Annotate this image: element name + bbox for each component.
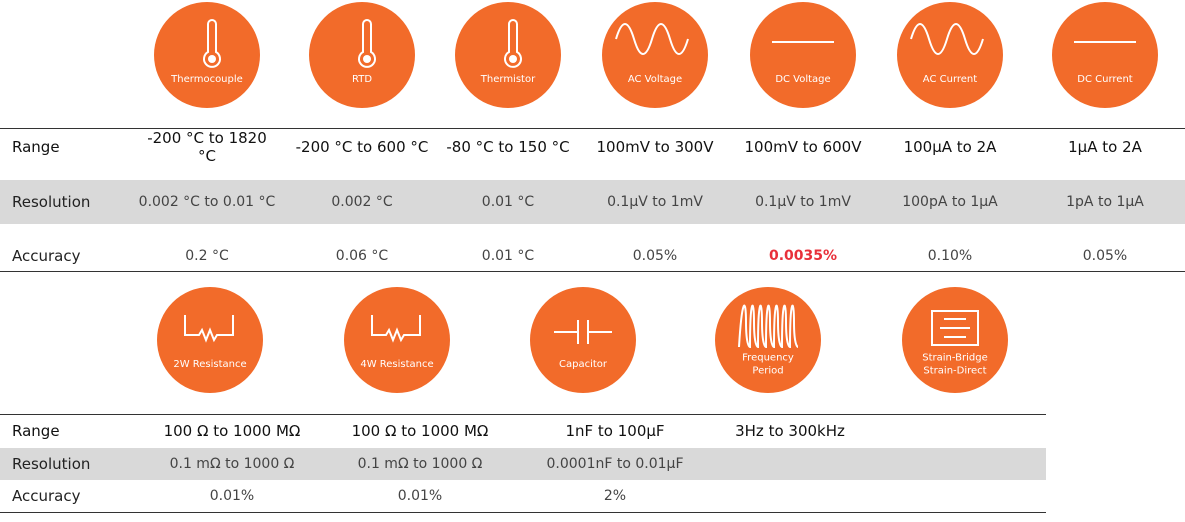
cell: -80 °C to 150 °C <box>446 138 570 156</box>
icon: Capacitor <box>530 287 636 393</box>
icon-label: Strain-Direct <box>923 366 986 377</box>
icon: AC Current <box>897 2 1003 108</box>
cell: 0.06 °C <box>335 247 389 264</box>
row-label: Accuracy <box>12 246 81 265</box>
icon-label: Capacitor <box>559 359 608 370</box>
cell: 0.0001nF to 0.01μF <box>546 456 684 472</box>
cell: 0.1μV to 1mV <box>607 194 703 210</box>
icon-label: RTD <box>352 74 372 85</box>
icon: Thermistor <box>455 2 561 108</box>
cell: 100μA to 2A <box>903 138 997 156</box>
cell: 1nF to 100μF <box>565 422 665 440</box>
cell: 0.05% <box>1082 247 1128 264</box>
icon-label: DC Voltage <box>775 74 830 85</box>
icon: AC Voltage <box>602 2 708 108</box>
cell: 0.01 °C <box>481 247 535 264</box>
icon: 2W Resistance <box>157 287 263 393</box>
row-label: Resolution <box>12 193 91 211</box>
row-band <box>0 180 1185 224</box>
icon-label: Period <box>752 366 783 377</box>
icon: Frequency Period <box>715 287 821 393</box>
icon-label: Frequency <box>742 353 794 364</box>
icon-label: DC Current <box>1077 74 1132 85</box>
icon-label: AC Current <box>923 74 977 85</box>
cell: 100pA to 1μA <box>902 194 998 210</box>
cell: 0.002 °C to 0.01 °C <box>138 194 276 210</box>
cell: 0.01 °C <box>481 194 535 210</box>
row-label: Range <box>12 138 60 156</box>
icon: Thermocouple <box>154 2 260 108</box>
cell: 0.002 °C <box>331 194 393 210</box>
cell: 100mV to 300V <box>596 138 714 156</box>
icon-label: 2W Resistance <box>173 359 246 370</box>
cell: 0.1 mΩ to 1000 Ω <box>357 456 483 472</box>
cell: 100 Ω to 1000 MΩ <box>163 422 301 440</box>
cell: 100 Ω to 1000 MΩ <box>351 422 489 440</box>
icon: RTD <box>309 2 415 108</box>
row-label: Resolution <box>12 455 91 473</box>
icon: 4W Resistance <box>344 287 450 393</box>
row-label: Range <box>12 422 60 440</box>
rule <box>0 512 1046 513</box>
row-band <box>0 448 1046 480</box>
rule <box>0 414 1046 415</box>
cell: 1μA to 2A <box>1068 138 1142 156</box>
cell: -200 °C to 1820 °C <box>147 129 267 165</box>
rule <box>0 128 1185 129</box>
cell: 0.01% <box>209 488 255 504</box>
cell: 0.2 °C <box>185 247 229 264</box>
icon-label: Thermocouple <box>170 74 243 85</box>
cell: 2% <box>603 488 627 504</box>
icon-label: 4W Resistance <box>360 359 433 370</box>
cell: -200 °C to 600 °C <box>295 138 429 156</box>
cell: 0.1 mΩ to 1000 Ω <box>169 456 295 472</box>
icon: DC Current <box>1052 2 1158 108</box>
row-label: Accuracy <box>12 487 81 505</box>
cell: 0.1μV to 1mV <box>755 194 851 210</box>
cell: 0.05% <box>632 247 678 264</box>
cell: 0.0035% <box>768 247 838 264</box>
icon-label: Thermistor <box>480 74 536 85</box>
cell: 1pA to 1μA <box>1066 194 1144 210</box>
icon-label: Strain-Bridge <box>922 353 987 364</box>
icon: DC Voltage <box>750 2 856 108</box>
cell: 100mV to 600V <box>744 138 862 156</box>
cell: 0.10% <box>927 247 973 264</box>
rule <box>0 271 1185 272</box>
cell: 0.01% <box>397 488 443 504</box>
icon: Strain-Bridge Strain-Direct <box>902 287 1008 393</box>
cell: 3Hz to 300kHz <box>735 422 845 440</box>
icon-label: AC Voltage <box>628 74 682 85</box>
